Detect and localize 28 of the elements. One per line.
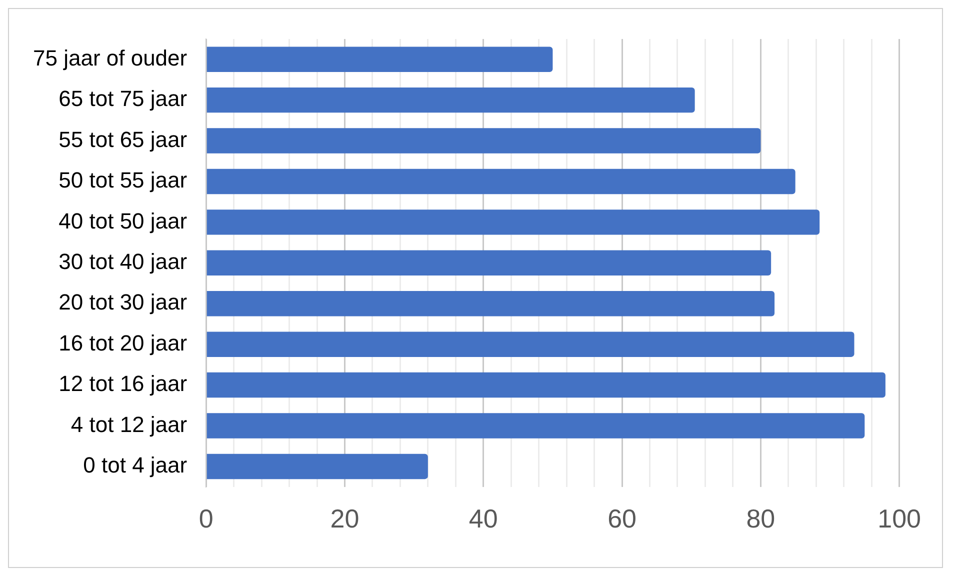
bar [206,168,796,194]
bar [206,46,553,72]
y-tick-label: 40 tot 50 jaar [58,208,188,234]
x-tick-label: 0 [198,504,214,534]
bar [206,250,772,276]
bar [206,128,761,154]
bar [206,87,695,113]
bar [206,210,820,235]
y-tick-label: 55 tot 65 jaar [58,126,188,152]
y-tick-label: 50 tot 55 jaar [58,168,188,193]
bar [206,372,886,398]
y-tick-label: 20 tot 30 jaar [58,290,188,315]
y-tick-label: 30 tot 40 jaar [58,248,188,274]
x-tick-label: 80 [746,504,776,534]
x-tick-label: 40 [468,504,498,534]
bar [206,290,775,316]
y-tick-label: 16 tot 20 jaar [58,330,188,356]
y-tick-label: 65 tot 75 jaar [58,86,188,112]
bar [206,454,428,480]
y-tick-label: 12 tot 16 jaar [58,371,188,396]
x-tick-label: 20 [330,504,360,534]
y-tick-label: 0 tot 4 jaar [83,452,188,478]
x-tick-label: 100 [878,504,922,534]
x-tick-label: 60 [608,504,636,534]
y-tick-label: 4 tot 12 jaar [70,412,188,437]
bar [206,413,865,438]
bar [206,332,854,357]
y-tick-label: 75 jaar of ouder [33,45,188,70]
